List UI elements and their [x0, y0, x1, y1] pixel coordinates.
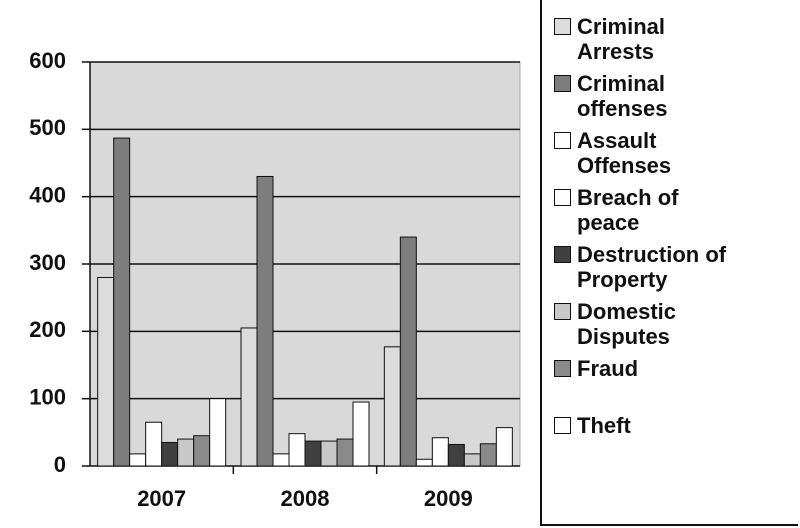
legend-swatch [554, 75, 571, 92]
bar [320, 440, 338, 467]
x-tick-label: 2007 [137, 486, 186, 511]
y-tick-label: 300 [29, 250, 66, 275]
bar [336, 438, 354, 467]
bar [272, 453, 290, 467]
bar [129, 453, 147, 467]
bar [352, 401, 370, 467]
legend-label: Destruction of Property [577, 242, 727, 292]
legend-swatch [554, 417, 571, 434]
legend-label: Fraud [577, 356, 639, 381]
y-tick-label: 400 [29, 182, 66, 207]
bar [145, 421, 163, 467]
legend-label: Criminal offenses [577, 71, 668, 121]
bar [177, 438, 195, 467]
bar [431, 437, 449, 467]
legend-swatch [554, 132, 571, 149]
legend-item: Domestic Disputes [554, 299, 798, 356]
y-tick-label: 0 [54, 452, 66, 477]
y-tick-label: 100 [29, 384, 66, 409]
y-tick-label: 600 [29, 48, 66, 73]
bar [463, 453, 481, 467]
legend-swatch [554, 360, 571, 377]
bar [495, 427, 513, 467]
legend-item: Criminal offenses [554, 71, 798, 128]
bar [447, 443, 465, 467]
legend-item: Criminal Arrests [554, 14, 798, 71]
legend-swatch [554, 246, 571, 263]
bar [209, 398, 227, 467]
legend-swatch [554, 18, 571, 35]
legend-item: Assault Offenses [554, 128, 798, 185]
legend-label: Domestic Disputes [577, 299, 677, 349]
bar [383, 346, 401, 467]
legend-item: Theft [554, 413, 798, 470]
bar [193, 435, 211, 467]
legend-label: Assault Offenses [577, 128, 672, 178]
bar [113, 137, 131, 467]
bar [161, 441, 179, 467]
legend-item: Destruction of Property [554, 242, 798, 299]
bar [399, 236, 417, 467]
bar [256, 175, 274, 467]
bar [304, 440, 322, 467]
legend: Criminal Arrests Criminal offenses Assault… [540, 0, 798, 526]
legend-item: Fraud [554, 356, 798, 413]
y-tick-label: 200 [29, 317, 66, 342]
y-tick-label: 500 [29, 115, 66, 140]
legend-swatch [554, 303, 571, 320]
chart: 0 100 200 300 400 500 600 2007 2008 2009 [29, 48, 521, 511]
legend-label: Criminal Arrests [577, 14, 666, 64]
bar [288, 433, 306, 467]
bar [240, 327, 258, 467]
bar [97, 276, 115, 467]
legend-item: Breach of peace [554, 185, 798, 242]
bar [479, 443, 497, 467]
x-tick-label: 2008 [281, 486, 330, 511]
bar [415, 458, 433, 467]
legend-swatch [554, 189, 571, 206]
legend-label: Theft [577, 413, 631, 438]
legend-label: Breach of peace [577, 185, 679, 235]
x-tick-label: 2009 [424, 486, 473, 511]
